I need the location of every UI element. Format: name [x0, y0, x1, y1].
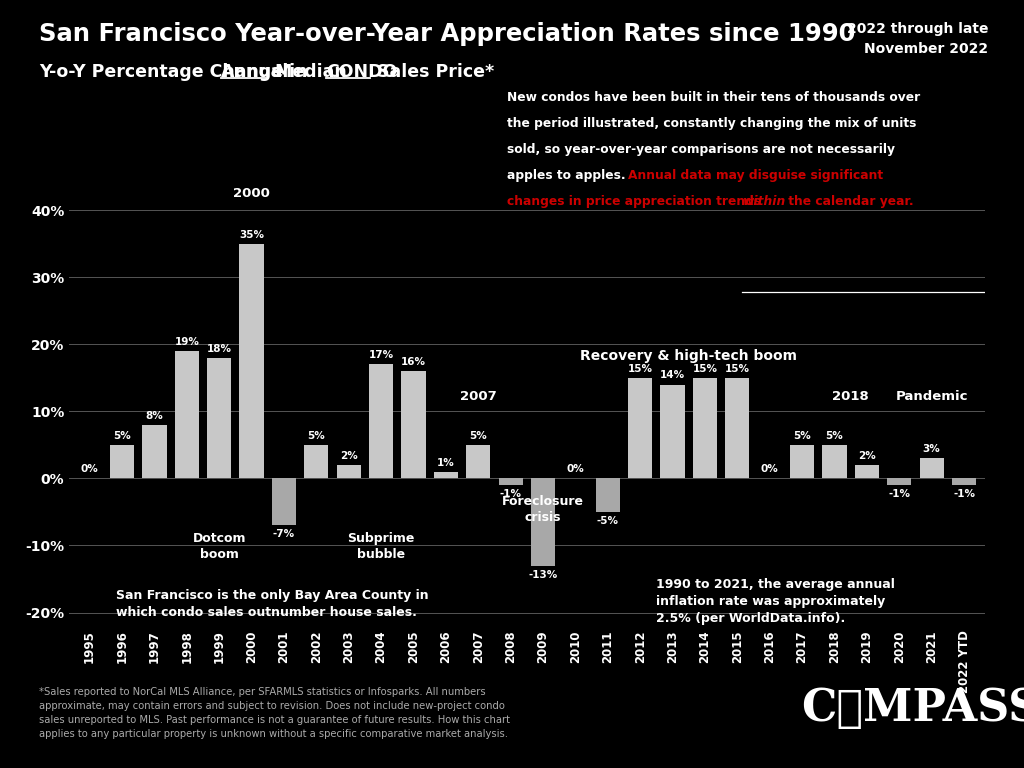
Text: -5%: -5%: [597, 516, 618, 526]
Bar: [660, 385, 685, 478]
Text: 15%: 15%: [628, 364, 652, 374]
Text: -1%: -1%: [500, 489, 521, 499]
Text: 5%: 5%: [794, 431, 811, 441]
Bar: [337, 465, 360, 478]
Text: 3%: 3%: [923, 444, 940, 454]
Text: changes in price appreciation trends: changes in price appreciation trends: [507, 195, 765, 208]
Text: the calendar year.: the calendar year.: [784, 195, 914, 208]
Text: CONDO: CONDO: [326, 63, 397, 81]
Bar: [499, 478, 523, 485]
Text: 17%: 17%: [369, 350, 393, 360]
Bar: [434, 472, 458, 478]
Bar: [110, 445, 134, 478]
Text: 35%: 35%: [239, 230, 264, 240]
Text: 2018: 2018: [833, 390, 869, 403]
Text: Median: Median: [268, 63, 352, 81]
Text: 2022 through late
November 2022: 2022 through late November 2022: [847, 22, 988, 56]
Bar: [822, 445, 847, 478]
Text: 15%: 15%: [692, 364, 718, 374]
Text: Pandemic: Pandemic: [895, 390, 968, 403]
Bar: [401, 371, 426, 478]
Text: San Francisco Year-over-Year Appreciation Rates since 1990: San Francisco Year-over-Year Appreciatio…: [39, 22, 855, 45]
Text: Annual: Annual: [221, 63, 289, 81]
Text: apples to apples.: apples to apples.: [507, 169, 630, 182]
Text: New condos have been built in their tens of thousands over: New condos have been built in their tens…: [507, 91, 921, 104]
Bar: [628, 378, 652, 478]
Text: 2000: 2000: [233, 187, 270, 200]
Text: Annual data may disguise significant: Annual data may disguise significant: [628, 169, 883, 182]
Text: Y-o-Y Percentage Change in: Y-o-Y Percentage Change in: [39, 63, 313, 81]
Text: 2%: 2%: [858, 451, 876, 461]
Text: 16%: 16%: [401, 357, 426, 367]
Text: 18%: 18%: [207, 343, 231, 354]
Text: 0%: 0%: [566, 465, 585, 475]
Bar: [240, 243, 264, 478]
Text: Sales Price*: Sales Price*: [371, 63, 495, 81]
Bar: [725, 378, 750, 478]
Bar: [920, 458, 944, 478]
Text: -7%: -7%: [273, 529, 295, 539]
Text: 5%: 5%: [469, 431, 487, 441]
Text: Dotcom
boom: Dotcom boom: [193, 532, 246, 561]
Text: San Francisco is the only Bay Area County in
which condo sales outnumber house s: San Francisco is the only Bay Area Count…: [116, 589, 428, 619]
Bar: [304, 445, 329, 478]
Bar: [887, 478, 911, 485]
Text: Foreclosure
crisis: Foreclosure crisis: [502, 495, 584, 524]
Text: 14%: 14%: [660, 370, 685, 380]
Text: 5%: 5%: [307, 431, 326, 441]
Bar: [175, 351, 199, 478]
Text: C∅MPASS: C∅MPASS: [801, 687, 1024, 730]
Bar: [790, 445, 814, 478]
Text: 1%: 1%: [437, 458, 455, 468]
Bar: [466, 445, 490, 478]
Text: *Sales reported to NorCal MLS Alliance, per SFARMLS statistics or Infosparks. Al: *Sales reported to NorCal MLS Alliance, …: [39, 687, 510, 740]
Bar: [207, 358, 231, 478]
Text: sold, so year-over-year comparisons are not necessarily: sold, so year-over-year comparisons are …: [507, 143, 895, 156]
Text: -13%: -13%: [528, 570, 558, 580]
Bar: [369, 364, 393, 478]
Bar: [693, 378, 717, 478]
Text: 5%: 5%: [825, 431, 844, 441]
Bar: [596, 478, 620, 512]
Text: Recovery & high-tech boom: Recovery & high-tech boom: [581, 349, 798, 363]
Text: 8%: 8%: [145, 411, 163, 421]
Text: Subprime
bubble: Subprime bubble: [347, 532, 415, 561]
Text: -1%: -1%: [888, 489, 910, 499]
Text: 2007: 2007: [460, 390, 497, 403]
Text: -1%: -1%: [953, 489, 975, 499]
Text: within: within: [743, 195, 786, 208]
Text: 0%: 0%: [761, 465, 778, 475]
Bar: [855, 465, 879, 478]
Text: 15%: 15%: [725, 364, 750, 374]
Text: 19%: 19%: [174, 337, 200, 347]
Text: 5%: 5%: [114, 431, 131, 441]
Text: 0%: 0%: [81, 465, 98, 475]
Bar: [142, 425, 167, 478]
Bar: [271, 478, 296, 525]
Text: 2%: 2%: [340, 451, 357, 461]
Text: 1990 to 2021, the average annual
inflation rate was approximately
2.5% (per Worl: 1990 to 2021, the average annual inflati…: [656, 578, 895, 624]
Bar: [952, 478, 976, 485]
Text: the period illustrated, constantly changing the mix of units: the period illustrated, constantly chang…: [507, 117, 916, 130]
Bar: [530, 478, 555, 565]
